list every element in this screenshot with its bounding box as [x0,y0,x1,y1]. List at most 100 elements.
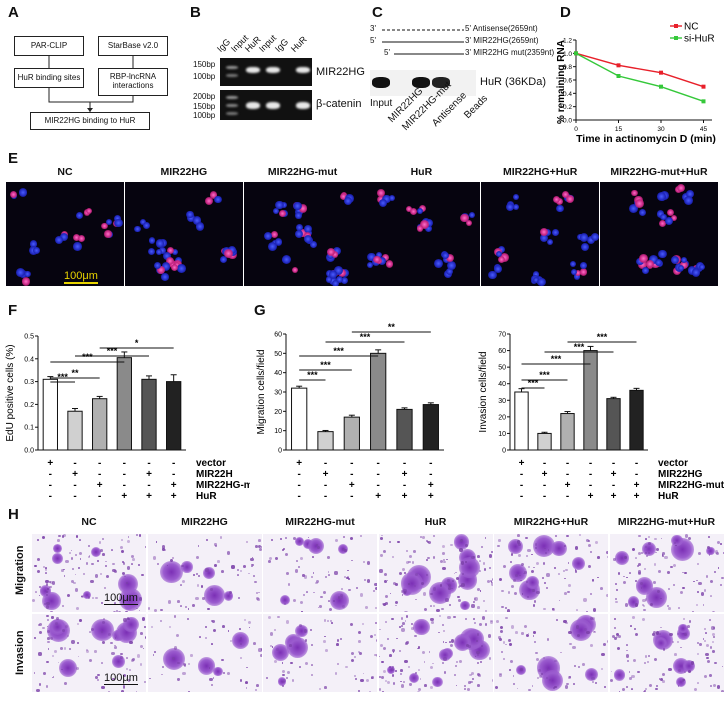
y-tick-label: 0.3 [24,379,34,386]
treatment-mark: - [49,491,52,502]
treatment-mark: + [402,469,408,480]
treatment-mark: - [429,469,432,480]
bar [370,352,387,451]
bar [629,389,644,451]
y-tick-label: 60 [498,348,506,355]
treatment-mark: + [121,491,127,502]
migration-image [32,534,146,612]
treatment-mark: - [297,480,300,491]
treatment-mark: + [171,491,177,502]
treatment-name: MIR22HG [658,469,703,480]
y-tick-label: 40 [498,381,506,388]
edu-bar-chart: 0.0 0.1 0.2 0.3 0.4 0.5 EdU positive cells (%)… [5,334,250,503]
y-tick-label: 0.0 [24,448,34,455]
western-blot [370,70,476,96]
bar [141,378,157,451]
treatment-mark: + [428,480,434,491]
edu-image [481,182,600,286]
y-tick-label: 20 [498,414,506,421]
significance-label: *** [333,346,344,356]
treatment-mark: - [589,458,592,469]
panel-a-label: A [8,4,19,21]
treatment-mark: - [73,480,76,491]
y-tick-label: 0 [278,448,282,455]
row-mir22hg: MIR22HG [316,66,365,78]
significance-label: *** [574,342,585,352]
treatment-mark: - [172,458,175,469]
treatment-mark: - [376,469,379,480]
treatment-mark: - [543,458,546,469]
x-axis-label: Time in actinomycin D (min) [576,133,716,145]
x-tick-label: 0 [574,126,578,133]
treatment-name: vector [658,458,688,469]
treatment-mark: - [98,469,101,480]
data-point [701,99,706,104]
treatment-mark: + [565,480,571,491]
y-tick-label: 0.2 [24,402,34,409]
y-axis-label: Invasion cells/field [478,351,489,432]
probe-label: 3' MIR22HG mut(2359nt) [465,48,555,57]
data-point [659,84,663,89]
bar [560,413,575,451]
y-tick-label: 1.2 [563,38,572,45]
treatment-mark: + [375,491,381,502]
migration-image [147,534,262,612]
treatment-mark: - [324,491,327,502]
treatment-mark: - [589,480,592,491]
y-tick-label: 50 [498,365,506,372]
series-line [575,52,704,102]
panel-d-label: D [560,4,571,21]
y-tick-label: 0.2 [563,104,572,111]
transwell-title: MIR22HG+HuR [513,516,589,528]
y-tick-label: 0.4 [563,91,572,98]
marker-label: 150bp [193,60,216,69]
y-tick-label: 30 [498,398,506,405]
y-tick-label: 40 [274,370,282,377]
y-tick-label: 50 [274,351,282,358]
probe-label: 5' Antisense(2659nt) [465,24,538,33]
treatment-mark: - [635,458,638,469]
protein-label: HuR (36KDa) [480,76,547,88]
treatment-mark: - [350,469,353,480]
treatment-mark: + [146,491,152,502]
edu-image-title: HuR [410,166,433,178]
migration-image [494,534,608,612]
y-tick-label: 60 [274,332,282,339]
treatment-mark: - [403,458,406,469]
bar [317,431,334,451]
bar [396,408,413,451]
scale-bar: 100μm [64,270,98,284]
edu-image-title: MIR22HG [160,166,208,178]
x-tick-label: 15 [615,126,623,133]
treatment-mark: + [349,480,355,491]
edu-image [124,182,243,286]
treatment-mark: + [72,469,78,480]
bar [67,410,83,451]
treatment-mark: - [376,480,379,491]
invasion-image [609,614,724,692]
scale-bar: 100μm [104,592,138,605]
treatment-mark: + [47,458,53,469]
data-point [616,74,621,78]
transwell-row-label: Migration [14,545,26,596]
y-tick-label: 0.5 [24,334,34,341]
panel-e-label: E [8,150,19,167]
probe-end: 5' [384,48,390,57]
legend-marker [674,36,678,40]
bar [291,387,308,451]
significance-label: *** [107,346,118,356]
edu-image-title: MIR22HG-mut+HuR [610,166,708,178]
legend-label: si-HuR [684,34,715,45]
treatment-mark: + [634,480,640,491]
y-tick-label: 0.0 [563,118,572,125]
treatment-mark: - [520,480,523,491]
bar [422,404,439,451]
treatment-mark: - [147,480,150,491]
significance-label: * [135,338,139,348]
treatment-mark: + [323,469,329,480]
panel-g-label: G [254,302,266,319]
transwell-title: MIR22HG-mut+HuR [617,516,716,528]
transwell-title: HuR [424,516,447,528]
treatment-mark: - [520,491,523,502]
